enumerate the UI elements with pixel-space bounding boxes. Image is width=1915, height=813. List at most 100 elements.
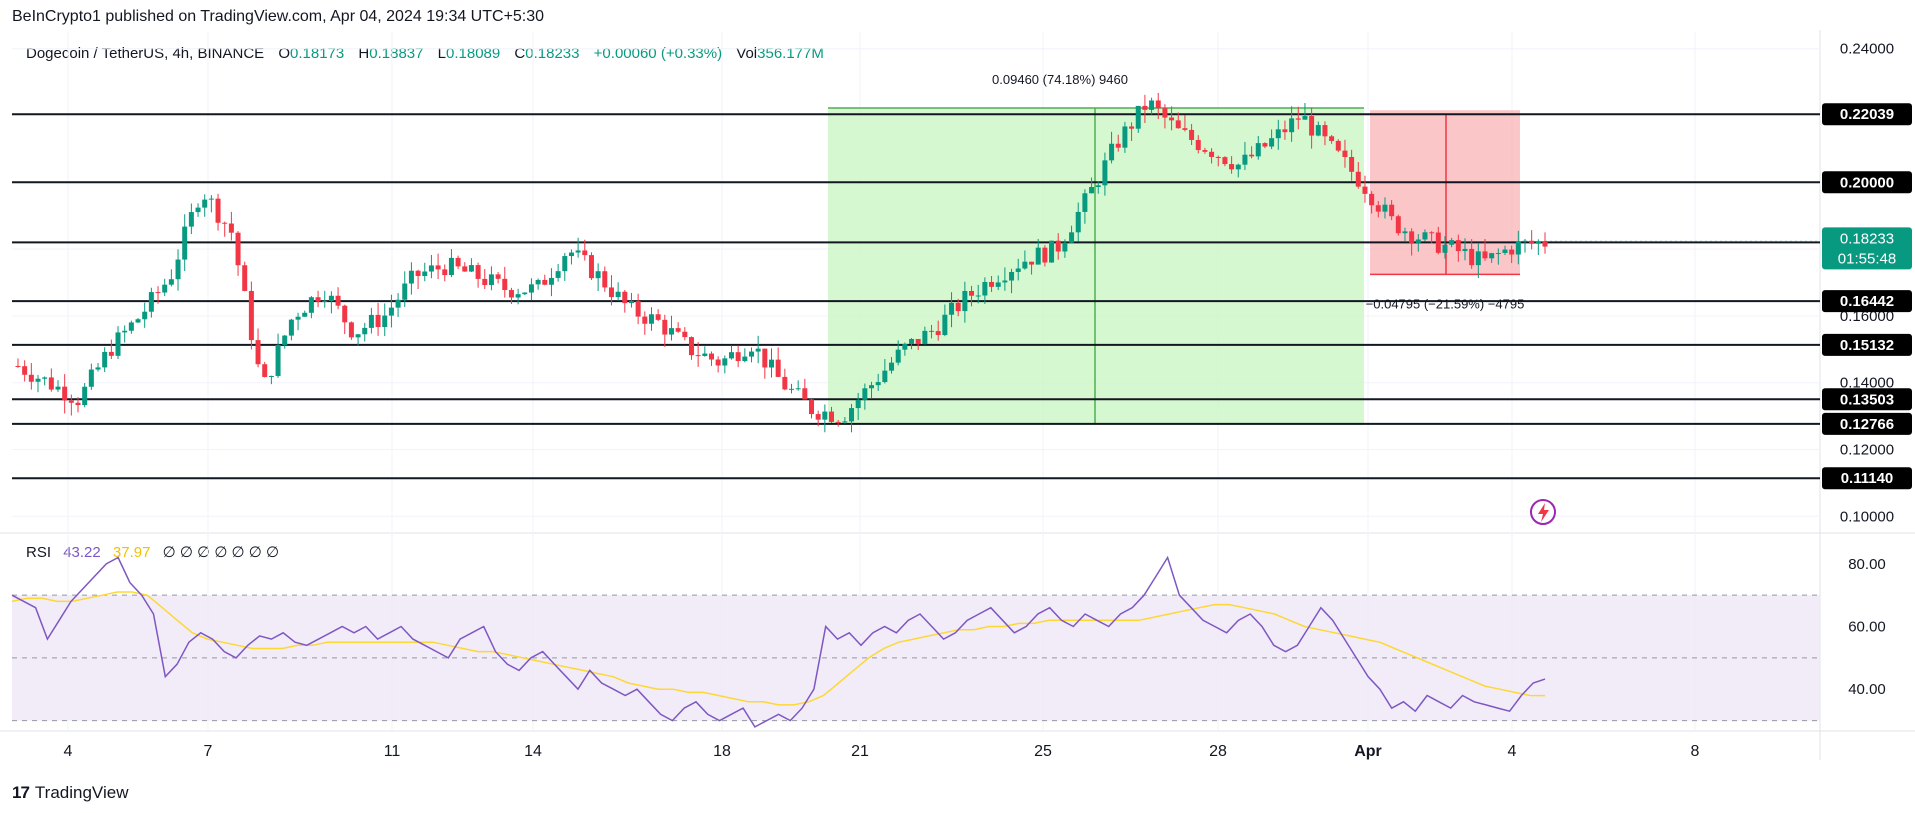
candle-up-body — [1235, 164, 1241, 170]
rsi-label[interactable]: RSI — [26, 544, 52, 561]
x-tick-label: 28 — [1209, 743, 1227, 760]
candle-up-body — [288, 319, 294, 336]
level-label-box — [1822, 412, 1912, 435]
candle-up-body — [869, 385, 875, 389]
candle-down-body — [1262, 143, 1268, 147]
candle-down-body — [242, 265, 248, 291]
x-tick-label: 21 — [851, 743, 869, 760]
open-value: 0.18173 — [290, 45, 345, 62]
rsi-legend: RSI 43.22 37.97 ∅ ∅ ∅ ∅ ∅ ∅ ∅ — [26, 543, 279, 561]
candle-down-body — [1195, 139, 1201, 151]
candle-down-body — [68, 400, 74, 403]
candle-down-body — [1395, 216, 1401, 234]
candle-up-body — [1495, 252, 1501, 254]
candle-down-body — [442, 269, 448, 276]
candle-up-body — [1075, 211, 1081, 233]
candle-down-body — [1529, 240, 1535, 244]
candle-up-body — [1302, 116, 1308, 120]
publisher-line: BeInCrypto1 published on TradingView.com… — [12, 8, 545, 25]
candle-up-body — [648, 314, 654, 324]
candle-down-body — [1355, 171, 1361, 187]
candle-up-body — [102, 351, 108, 368]
candle-up-body — [1449, 240, 1455, 245]
x-tick-label: 25 — [1034, 743, 1052, 760]
candle-down-body — [222, 222, 228, 224]
candle-down-body — [695, 355, 701, 357]
x-tick-label: 7 — [204, 743, 213, 760]
lightning-icon-bolt — [1538, 503, 1549, 522]
candle-up-body — [1102, 160, 1108, 186]
candle-down-body — [1409, 231, 1415, 243]
candle-up-body — [1289, 118, 1295, 133]
candle-up-body — [949, 302, 955, 315]
rsi-empty-values: ∅ ∅ ∅ ∅ ∅ ∅ ∅ — [162, 544, 280, 561]
candle-down-body — [708, 353, 714, 360]
candle-up-body — [168, 279, 174, 285]
candle-down-body — [762, 348, 768, 368]
candle-down-body — [1169, 117, 1175, 121]
x-tick-label: Apr — [1354, 743, 1382, 760]
candle-up-body — [162, 284, 168, 293]
candle-up-body — [295, 316, 301, 320]
candle-up-body — [535, 279, 541, 285]
candle-down-body — [235, 232, 241, 266]
candle-up-body — [115, 332, 121, 356]
y-tick-label: 0.14000 — [1840, 375, 1894, 392]
open-label: O — [278, 45, 291, 62]
candle-up-body — [1089, 186, 1095, 194]
rsi-tick-label: 60.00 — [1848, 619, 1886, 636]
symbol-title[interactable]: Dogecoin / TetherUS, 4h, BINANCE — [26, 45, 265, 62]
candle-down-body — [1282, 129, 1288, 133]
x-tick-label: 8 — [1691, 743, 1700, 760]
candle-down-body — [1429, 232, 1435, 234]
candle-up-body — [202, 199, 208, 208]
symbol-legend: Dogecoin / TetherUS, 4h, BINANCE O0.1817… — [26, 45, 824, 62]
level-label: 0.15132 — [1822, 333, 1912, 356]
candle-down-body — [782, 376, 788, 390]
candle-down-body — [495, 274, 501, 279]
candle-down-body — [1155, 100, 1161, 109]
candle-down-body — [342, 305, 348, 323]
candle-up-body — [862, 388, 868, 400]
candle-down-body — [335, 295, 341, 306]
candle-up-body — [148, 292, 154, 312]
level-label: 0.22039 — [1822, 103, 1912, 126]
low-label: L — [437, 45, 447, 62]
level-label-text: 0.22039 — [1840, 106, 1894, 123]
candle-up-body — [42, 377, 48, 379]
candle-up-body — [1402, 231, 1408, 234]
candle-down-body — [1189, 129, 1195, 140]
candle-down-body — [688, 337, 694, 356]
candle-down-body — [108, 351, 114, 356]
candle-up-body — [128, 322, 134, 331]
candle-up-body — [362, 327, 368, 335]
candle-up-body — [562, 256, 568, 272]
candle-up-body — [942, 314, 948, 336]
candle-up-body — [395, 299, 401, 308]
x-tick-label: 4 — [1508, 743, 1517, 760]
candle-up-body — [922, 330, 928, 345]
candle-up-body — [995, 282, 1001, 287]
candle-up-body — [1082, 193, 1088, 212]
candle-up-body — [135, 319, 141, 323]
candle-up-body — [428, 265, 434, 272]
tradingview-logo[interactable]: 17 TradingView — [12, 783, 128, 803]
candle-down-body — [475, 265, 481, 279]
level-label-text: 0.15132 — [1840, 337, 1894, 354]
candle-up-body — [1002, 280, 1008, 283]
lightning-icon[interactable] — [1530, 499, 1556, 525]
candle-down-body — [915, 338, 921, 345]
candle-down-body — [1222, 157, 1228, 165]
candle-up-body — [528, 284, 534, 293]
candle-up-body — [275, 344, 281, 376]
tradingview-logo-icon: 17 — [12, 783, 30, 802]
candle-up-body — [615, 291, 621, 298]
candle-down-body — [635, 301, 641, 317]
candle-up-body — [1489, 253, 1495, 259]
candle-up-body — [882, 370, 888, 383]
candle-down-body — [955, 302, 961, 312]
candle-down-body — [348, 322, 354, 338]
candle-down-body — [989, 281, 995, 287]
level-label-box — [1822, 388, 1912, 411]
